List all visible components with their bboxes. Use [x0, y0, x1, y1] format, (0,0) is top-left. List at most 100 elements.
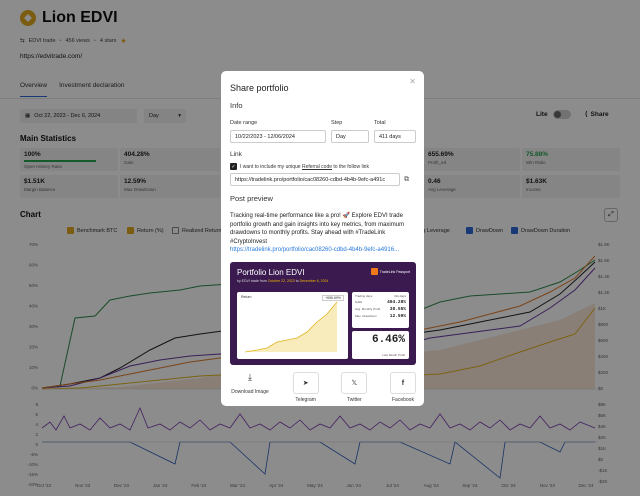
legend-benchmark[interactable]: Benchmark BTC [67, 227, 117, 234]
card-title: Portfolio Lion EDVI [237, 268, 305, 277]
x-axis-label: Jun '24 [347, 483, 362, 488]
y-axis-left-lower-label: 8 [35, 402, 38, 407]
info-heading: Info [230, 101, 243, 110]
x-axis-label: Aug '24 [424, 483, 440, 488]
stat-card: 655.69% Profit_ed [424, 148, 520, 171]
legend-return[interactable]: Return (%) [127, 227, 164, 234]
y-axis-right-lower-label: $6K [598, 413, 606, 418]
views-count: 456 views [65, 38, 90, 44]
checkbox-icon [172, 227, 179, 234]
meta-row: ⇆ EDVI trade • 456 views • 4 stars ★ [20, 38, 127, 45]
share-actions: ⤓ Download Image ➤ Telegram 𝕏 Twitter f … [230, 372, 416, 403]
benchmark-area [42, 303, 595, 389]
y-axis-right-label: $1.4K [598, 274, 610, 279]
telegram-button[interactable]: ➤ Telegram [292, 372, 319, 403]
twitter-button[interactable]: 𝕏 Twitter [341, 372, 368, 403]
y-axis-left-label: 20% [29, 345, 38, 350]
x-axis-label: Jan '24 [153, 483, 168, 488]
y-axis-left-label: 40% [29, 304, 38, 309]
step-select[interactable]: Day ▾ [144, 109, 186, 123]
x-axis-label: Jul '24 [386, 483, 399, 488]
y-axis-right-label: $800 [598, 322, 609, 327]
date-range-field[interactable]: 10/22/2023 - 12/06/2024 [230, 130, 326, 143]
share-link-field[interactable]: https://tradelink.pro/portfolio/cac08260… [230, 173, 400, 186]
y-axis-right-label: $0 [598, 386, 604, 391]
lion-logo-icon [20, 10, 36, 26]
x-axis-label: Feb '24 [191, 483, 206, 488]
lite-toggle[interactable] [552, 110, 571, 119]
x-axis-label: Sep '24 [462, 483, 478, 488]
referral-code-link[interactable]: Referral code [301, 163, 332, 170]
stat-card: 404.28% Gain [120, 148, 220, 171]
post-link[interactable]: https://tradelink.pro/portfolio/cac08260… [230, 247, 400, 253]
star-icon: ★ [120, 38, 127, 45]
card-chart-svg [244, 301, 338, 353]
referral-checkbox-row[interactable]: ✓ I want to include my unique Referral c… [230, 163, 369, 170]
tradelink-logo-icon [370, 268, 378, 275]
post-preview-heading: Post preview [230, 194, 273, 203]
y-axis-left-lower-label: -20% [27, 482, 38, 487]
stat-card: 12.59% Max DrawDown [120, 175, 220, 198]
expand-button[interactable]: ⤢ [604, 208, 618, 222]
y-axis-right-label: $200 [598, 370, 609, 375]
x-axis-label: Nov '23 [75, 483, 91, 488]
website-link[interactable]: https://edvitrade.com/ [20, 53, 83, 60]
stat-card: $1.51K Margin Balance [20, 175, 118, 198]
y-axis-right-label: $1.8K [598, 242, 610, 247]
checkbox-checked-icon[interactable]: ✓ [230, 163, 237, 170]
y-axis-right-lower-label: $0 [598, 457, 604, 462]
leverage-line [41, 406, 596, 431]
download-image-button[interactable]: ⤓ Download Image [231, 372, 269, 395]
date-range-picker[interactable]: ▦ Oct 22, 2023 - Dec 6, 2024 [20, 109, 137, 123]
chevron-down-icon: ▾ [178, 113, 181, 119]
x-axis-label: Nov '24 [540, 483, 556, 488]
close-icon[interactable]: ✕ [409, 77, 416, 86]
x-axis-label: Oct '23 [37, 483, 52, 488]
legend-drawdown-duration[interactable]: DrawDown Duration [511, 227, 570, 234]
lite-label: Lite [536, 111, 548, 118]
checkbox-icon [511, 227, 518, 234]
x-axis-label: Oct '24 [502, 483, 517, 488]
x-axis-label: Dec '23 [114, 483, 130, 488]
tab-investment-declaration[interactable]: Investment declaration [59, 82, 125, 89]
tradelink-badge: TradeLink Passport [370, 268, 410, 275]
card-subtitle: by EDVI trade from October 22, 2023 to D… [237, 279, 329, 283]
facebook-button[interactable]: f Facebook [389, 372, 416, 403]
progress-bar [24, 160, 96, 162]
legend-drawdown[interactable]: DrawDown [466, 227, 503, 234]
step-field[interactable]: Day [331, 130, 369, 143]
stat-card: 0.46 Avg Leverage [424, 175, 520, 198]
y-axis-right-label: $600 [598, 338, 609, 343]
trader-name[interactable]: EDVI trade [28, 38, 56, 44]
legend-realized-return[interactable]: Realized Return [172, 227, 221, 234]
y-axis-left-lower-label: 4 [35, 422, 38, 427]
y-axis-right-lower-label: -$2K [598, 479, 608, 484]
header: Lion EDVI [20, 9, 118, 27]
card-stats: Trading days 411 days GAIN 404.28% Avg. Mo… [352, 292, 409, 359]
download-icon: ⤓ [248, 372, 252, 382]
x-icon: 𝕏 [341, 372, 368, 394]
y-axis-left-label: 60% [29, 263, 38, 268]
y-axis-left-label: 10% [29, 365, 38, 370]
y-axis-right-lower-label: $1K [598, 446, 606, 451]
y-axis-right-lower-label: $2K [598, 435, 606, 440]
x-axis-label: Mar '24 [230, 483, 245, 488]
share-button[interactable]: ⟨ Share [585, 110, 609, 119]
x-axis-label: May '24 [307, 483, 323, 488]
checkbox-icon [466, 227, 473, 234]
last-month-profit-value: 6.46% [371, 334, 405, 346]
y-axis-left-label: 70% [29, 242, 38, 247]
y-axis-right-label: $1.6K [598, 258, 610, 263]
y-axis-left-label: 30% [29, 324, 38, 329]
total-field: 411 days [374, 130, 416, 143]
x-axis-label: Dec '24 [578, 483, 594, 488]
copy-icon[interactable]: ⧉ [404, 176, 409, 183]
stat-card: 75.88% Win Ratio [522, 148, 620, 171]
tab-overview[interactable]: Overview [20, 82, 48, 97]
page-title: Lion EDVI [42, 9, 118, 26]
preview-card: Portfolio Lion EDVI by EDVI trade from O… [230, 262, 416, 365]
y-axis-right-lower-label: $8K [598, 402, 606, 407]
y-axis-left-lower-label: -15% [27, 472, 38, 477]
y-axis-left-label: 50% [29, 283, 38, 288]
facebook-icon: f [389, 372, 416, 394]
